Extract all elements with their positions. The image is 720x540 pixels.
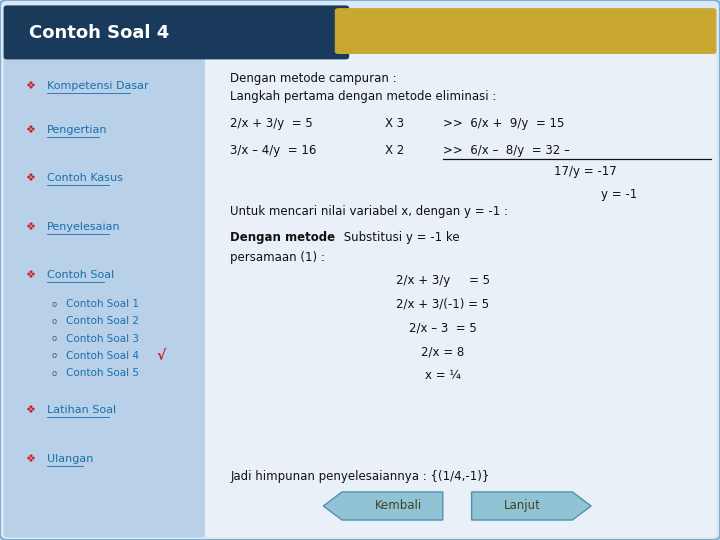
- Text: Contoh Kasus: Contoh Kasus: [47, 173, 122, 183]
- Text: Kompetensi Dasar: Kompetensi Dasar: [47, 82, 148, 91]
- Text: Contoh Soal 2: Contoh Soal 2: [66, 316, 139, 326]
- Text: Penyelesaian: Penyelesaian: [47, 222, 120, 232]
- Text: Substitusi y = -1 ke: Substitusi y = -1 ke: [340, 231, 459, 244]
- Text: >>  6/x +  9/y  = 15: >> 6/x + 9/y = 15: [443, 117, 564, 130]
- Text: x = ¼: x = ¼: [425, 369, 461, 382]
- Text: o: o: [52, 352, 57, 360]
- Polygon shape: [323, 492, 443, 520]
- Text: Jadi himpunan penyelesaiannya : {(1/4,-1)}: Jadi himpunan penyelesaiannya : {(1/4,-1…: [230, 470, 490, 483]
- Text: Contoh Soal 3: Contoh Soal 3: [66, 334, 139, 343]
- FancyBboxPatch shape: [205, 54, 716, 537]
- Text: ❖: ❖: [25, 173, 35, 183]
- Text: 3/x – 4/y  = 16: 3/x – 4/y = 16: [230, 144, 317, 157]
- Text: >>  6/x –  8/y  = 32 –: >> 6/x – 8/y = 32 –: [443, 144, 570, 157]
- Text: 2/x = 8: 2/x = 8: [421, 345, 464, 358]
- Text: Untuk mencari nilai variabel x, dengan y = -1 :: Untuk mencari nilai variabel x, dengan y…: [230, 205, 508, 218]
- Text: ❖: ❖: [25, 454, 35, 464]
- Text: o: o: [52, 317, 57, 326]
- Text: ❖: ❖: [25, 222, 35, 232]
- Text: Langkah pertama dengan metode eliminasi :: Langkah pertama dengan metode eliminasi …: [230, 90, 497, 103]
- Text: y = -1: y = -1: [601, 188, 637, 201]
- Text: Contoh Soal: Contoh Soal: [47, 271, 114, 280]
- Text: √: √: [157, 349, 166, 363]
- Text: Contoh Soal 4: Contoh Soal 4: [66, 351, 139, 361]
- Text: o: o: [52, 300, 57, 308]
- Text: 2/x + 3/y     = 5: 2/x + 3/y = 5: [396, 274, 490, 287]
- Text: Ulangan: Ulangan: [47, 454, 93, 464]
- Text: Dengan metode: Dengan metode: [230, 231, 336, 244]
- Text: o: o: [52, 369, 57, 377]
- Text: 17/y = -17: 17/y = -17: [554, 165, 617, 178]
- Text: 2/x + 3/(-1) = 5: 2/x + 3/(-1) = 5: [396, 298, 490, 310]
- Text: ❖: ❖: [25, 82, 35, 91]
- Text: Pengertian: Pengertian: [47, 125, 107, 134]
- FancyBboxPatch shape: [4, 54, 205, 537]
- Text: ❖: ❖: [25, 271, 35, 280]
- Text: ❖: ❖: [25, 406, 35, 415]
- Text: o: o: [52, 334, 57, 343]
- Text: 2/x + 3/y  = 5: 2/x + 3/y = 5: [230, 117, 313, 130]
- Text: ❖: ❖: [25, 125, 35, 134]
- Text: Kembali: Kembali: [374, 500, 422, 512]
- Text: Dengan metode campuran :: Dengan metode campuran :: [230, 72, 397, 85]
- Text: persamaan (1) :: persamaan (1) :: [230, 251, 325, 264]
- Text: Lanjut: Lanjut: [503, 500, 541, 512]
- Text: Contoh Soal 4: Contoh Soal 4: [29, 24, 169, 43]
- Text: Contoh Soal 1: Contoh Soal 1: [66, 299, 139, 309]
- Text: Latihan Soal: Latihan Soal: [47, 406, 116, 415]
- Text: X 3: X 3: [385, 117, 405, 130]
- Text: Contoh Soal 5: Contoh Soal 5: [66, 368, 139, 378]
- Text: 2/x – 3  = 5: 2/x – 3 = 5: [409, 321, 477, 334]
- FancyBboxPatch shape: [4, 5, 349, 59]
- Polygon shape: [472, 492, 591, 520]
- FancyBboxPatch shape: [335, 8, 716, 54]
- Text: X 2: X 2: [385, 144, 405, 157]
